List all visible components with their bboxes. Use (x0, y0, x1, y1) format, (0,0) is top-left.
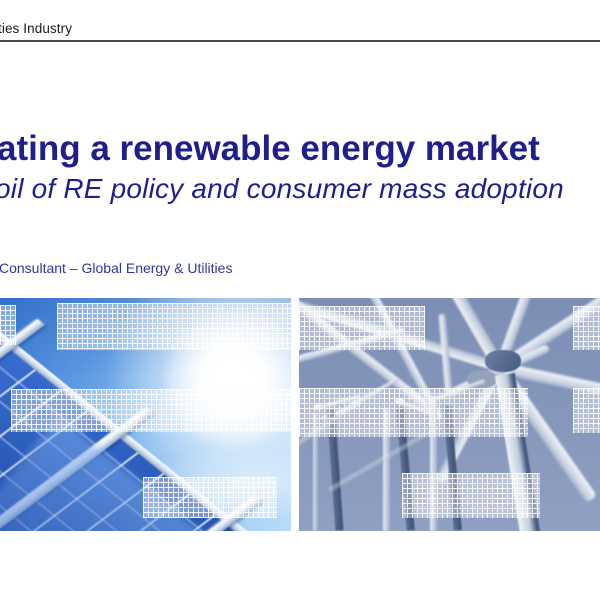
watermark-grid-band (0, 305, 16, 345)
watermark-grid-band (573, 388, 600, 433)
turbine-nacelle (485, 350, 521, 372)
header-text: ties Industry (0, 21, 73, 36)
slide-title: ating a renewable energy market (0, 129, 540, 168)
header-divider (0, 40, 600, 42)
watermark-grid-band (143, 477, 277, 518)
watermark-grid-band (299, 306, 425, 350)
turbine-tower (430, 406, 437, 531)
author-byline: Consultant – Global Energy & Utilities (0, 260, 233, 276)
watermark-grid-band (402, 473, 540, 518)
solar-panels-photo (0, 298, 291, 531)
wind-turbines-photo (299, 298, 600, 531)
turbine-tower (383, 408, 390, 531)
slide-subtitle: oil of RE policy and consumer mass adopt… (0, 173, 564, 204)
watermark-grid-band (299, 388, 528, 437)
watermark-grid-band (11, 389, 291, 432)
turbine-tower (313, 413, 318, 531)
watermark-grid-band (57, 303, 291, 350)
watermark-grid-band (573, 306, 600, 350)
